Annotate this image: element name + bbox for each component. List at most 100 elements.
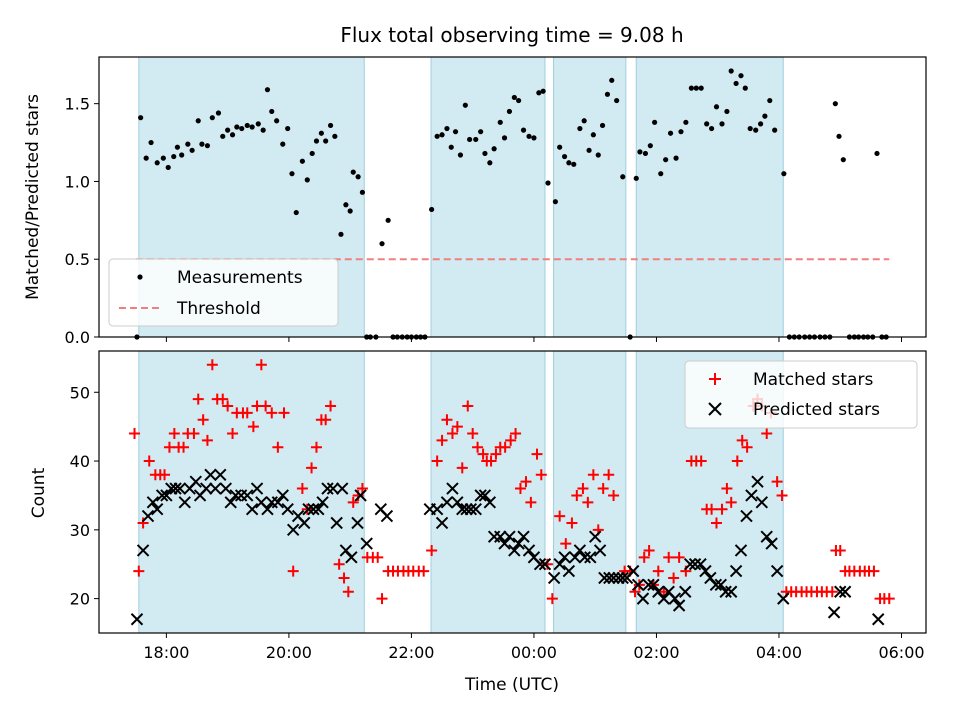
predicted-star-point — [547, 571, 561, 585]
measurement-point — [604, 91, 611, 97]
measurement-point — [728, 68, 734, 74]
bottom-xtick-label: 06:00 — [878, 643, 924, 662]
matched-star-point — [143, 455, 155, 467]
predicted-star-point — [360, 537, 373, 550]
predicted-star-point — [150, 502, 164, 516]
measurement-point — [708, 125, 715, 132]
predicted-star-point — [584, 551, 597, 564]
measurement-point — [225, 127, 231, 133]
predicted-star-point — [451, 496, 464, 509]
measurement-point — [620, 174, 626, 180]
measurement-point — [359, 189, 366, 195]
measurement-point — [244, 122, 250, 129]
measurement-point — [497, 119, 503, 125]
measurement-point — [832, 101, 838, 107]
measurement-point — [511, 94, 517, 101]
matched-star-point — [514, 483, 526, 495]
predicted-star-point — [626, 564, 640, 578]
measurement-point — [249, 124, 255, 130]
predicted-star-point — [522, 544, 536, 557]
legend-matched-marker — [709, 373, 721, 385]
matched-star-point — [320, 414, 332, 426]
predicted-star-point — [460, 502, 473, 516]
measurement-point — [614, 97, 620, 104]
predicted-star-point — [435, 516, 449, 530]
measurement-point — [478, 129, 484, 135]
predicted-star-point — [219, 482, 233, 495]
predicted-star-point — [683, 558, 697, 571]
predicted-star-point — [214, 468, 227, 482]
matched-star-point — [462, 400, 474, 412]
matched-star-point — [260, 400, 272, 412]
measurement-point — [220, 133, 226, 139]
predicted-star-point — [430, 502, 444, 516]
measurement-point — [637, 149, 643, 155]
matched-star-point — [868, 565, 880, 577]
top-legend-box — [108, 258, 339, 327]
matched-star-point — [296, 483, 308, 495]
predicted-star-point — [307, 502, 320, 516]
predicted-star-point — [478, 489, 492, 502]
matched-star-point — [510, 428, 522, 440]
measurement-point — [557, 144, 563, 150]
predicted-star-point — [751, 475, 764, 488]
matched-star-point — [272, 441, 284, 453]
top-axes-frame — [98, 56, 927, 338]
measurement-point — [467, 136, 473, 143]
chart-title: Flux total observing time = 9.08 h — [340, 23, 683, 47]
matched-star-point — [490, 448, 502, 460]
matched-star-point — [446, 428, 458, 440]
legend-predicted-label: Predicted stars — [753, 400, 880, 420]
predicted-star-point — [517, 530, 530, 543]
measurement-point — [260, 127, 266, 133]
predicted-star-point — [755, 496, 769, 509]
top-shaded-interval-1 — [430, 56, 546, 338]
measurement-point — [154, 160, 160, 166]
measurement-point — [520, 127, 527, 133]
predicted-star-point — [827, 606, 841, 619]
predicted-star-point — [160, 489, 173, 502]
measurement-point — [647, 143, 653, 149]
measurement-point — [199, 141, 205, 147]
bottom-ytick-label: 20 — [70, 590, 90, 609]
matched-star-point — [477, 448, 489, 460]
predicted-star-point — [593, 544, 607, 557]
measurement-point — [473, 136, 479, 143]
measurement-point — [482, 150, 488, 157]
matched-star-point — [638, 551, 650, 563]
measurement-point — [318, 130, 324, 136]
measurement-point — [452, 129, 459, 135]
measurement-point — [840, 157, 846, 163]
predicted-star-point — [503, 530, 516, 543]
predicted-star-point — [603, 571, 616, 585]
measurement-point — [274, 118, 280, 124]
measurement-point — [293, 209, 299, 216]
predicted-star-point — [330, 516, 343, 530]
matched-star-point — [137, 517, 149, 529]
measurement-point — [599, 122, 606, 129]
measurement-point — [836, 133, 842, 139]
matched-star-point — [456, 462, 468, 474]
matched-star-point — [441, 414, 453, 426]
measurement-point — [526, 133, 532, 139]
measurement-point — [143, 155, 149, 161]
measurement-point — [874, 150, 880, 157]
matched-star-point — [197, 414, 209, 426]
measurement-point — [215, 110, 222, 116]
matched-star-point — [418, 565, 430, 577]
measurement-point — [350, 169, 356, 175]
matched-star-point — [643, 544, 655, 556]
predicted-star-point — [464, 502, 478, 516]
predicted-star-point — [760, 530, 773, 543]
predicted-star-point — [740, 509, 753, 523]
measurement-point — [688, 85, 694, 91]
matched-star-point — [227, 428, 239, 440]
predicted-star-point — [872, 613, 885, 626]
predicted-star-point — [668, 592, 682, 605]
predicted-star-point — [245, 502, 259, 516]
predicted-star-point — [538, 558, 552, 571]
matched-star-point — [721, 483, 733, 495]
matched-star-point — [771, 476, 783, 488]
predicted-star-point — [199, 482, 213, 495]
predicted-star-point — [679, 585, 692, 598]
